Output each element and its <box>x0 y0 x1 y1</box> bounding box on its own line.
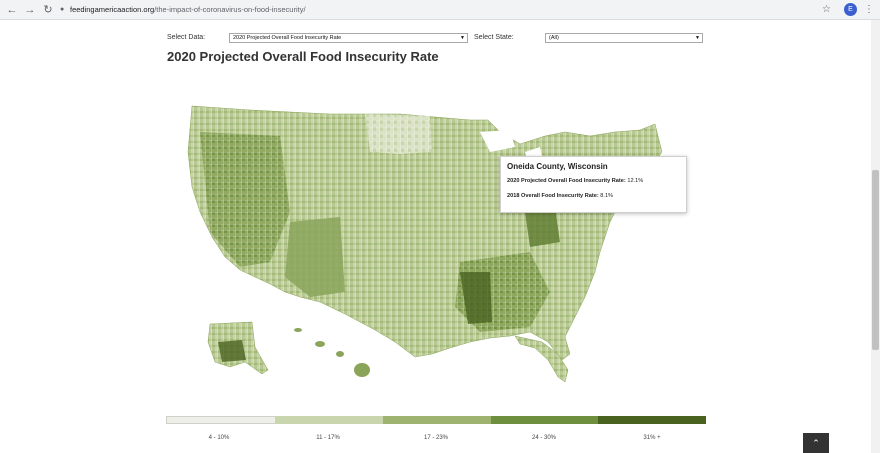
chevron-down-icon: ▼ <box>460 35 465 41</box>
alaska-dark-region[interactable] <box>218 340 246 362</box>
legend-swatch <box>166 416 276 424</box>
hawaii-counties[interactable] <box>294 328 370 377</box>
kebab-menu-icon[interactable]: ⋮ <box>864 4 874 15</box>
scroll-to-top-button[interactable]: ⌃ <box>803 433 829 453</box>
tooltip-title: Oneida County, Wisconsin <box>507 162 608 171</box>
legend-swatch <box>275 416 384 424</box>
select-data-label: Select Data: <box>167 34 206 41</box>
florida-counties[interactable] <box>514 335 569 383</box>
western-counties[interactable] <box>200 132 290 267</box>
tooltip-line-2020: 2020 Projected Overall Food Insecurity R… <box>507 178 680 184</box>
tooltip-2018-value: 8.1% <box>600 193 614 199</box>
legend-color-bar <box>166 416 706 424</box>
select-state-label: Select State: <box>474 34 514 41</box>
legend-label: 4 - 10% <box>208 435 230 441</box>
legend-label: 17 - 23% <box>423 435 448 441</box>
star-icon[interactable]: ☆ <box>822 4 831 15</box>
arrow-left-icon[interactable]: ← <box>6 4 18 16</box>
legend-swatch <box>598 416 706 424</box>
chevron-up-icon: ⌃ <box>812 438 820 448</box>
legend-label: 11 - 17% <box>316 435 340 441</box>
address-bar[interactable]: ● feedingamericaaction.org/the-impact-of… <box>58 2 838 18</box>
url-path: /the-impact-of-coronavirus-on-food-insec… <box>154 5 306 14</box>
delta-counties[interactable] <box>460 272 492 324</box>
page-scrollbar[interactable] <box>871 20 880 453</box>
tooltip-2018-label: 2018 Overall Food Insecurity Rate: <box>507 193 599 199</box>
legend-label: 31% + <box>643 435 661 441</box>
scrollbar-thumb[interactable] <box>872 170 879 350</box>
avatar[interactable]: E <box>844 3 857 16</box>
reload-icon[interactable]: ↻ <box>43 4 53 16</box>
legend-swatch <box>383 416 491 424</box>
northern-plains-counties[interactable] <box>365 114 432 154</box>
county-tooltip: Oneida County, Wisconsin 2020 Projected … <box>500 156 687 213</box>
great-lakes <box>480 130 575 174</box>
select-state-value: (All) <box>549 35 559 41</box>
legend-label: 24 - 30% <box>531 435 556 441</box>
appalachia-counties[interactable] <box>525 207 560 247</box>
browser-toolbar: ← → ↻ ● feedingamericaaction.org/the-imp… <box>0 0 880 20</box>
tooltip-2020-label: 2020 Projected Overall Food Insecurity R… <box>507 178 626 184</box>
legend-swatch <box>490 416 599 424</box>
select-data-dropdown[interactable]: 2020 Projected Overall Food Insecurity R… <box>229 33 468 43</box>
tooltip-2020-value: 12.1% <box>627 178 644 184</box>
county-choropleth-map[interactable] <box>170 92 690 392</box>
select-state-dropdown[interactable]: (All) ▼ <box>545 33 703 43</box>
page-title: 2020 Projected Overall Food Insecurity R… <box>167 49 439 64</box>
url-domain: feedingamericaaction.org <box>70 5 155 14</box>
lock-icon: ● <box>60 6 65 13</box>
select-data-value: 2020 Projected Overall Food Insecurity R… <box>233 35 342 41</box>
southwest-counties[interactable] <box>285 217 345 297</box>
chevron-down-icon: ▼ <box>695 35 700 41</box>
tooltip-line-2018: 2018 Overall Food Insecurity Rate: 8.1% <box>507 193 680 199</box>
arrow-right-icon[interactable]: → <box>24 4 36 16</box>
